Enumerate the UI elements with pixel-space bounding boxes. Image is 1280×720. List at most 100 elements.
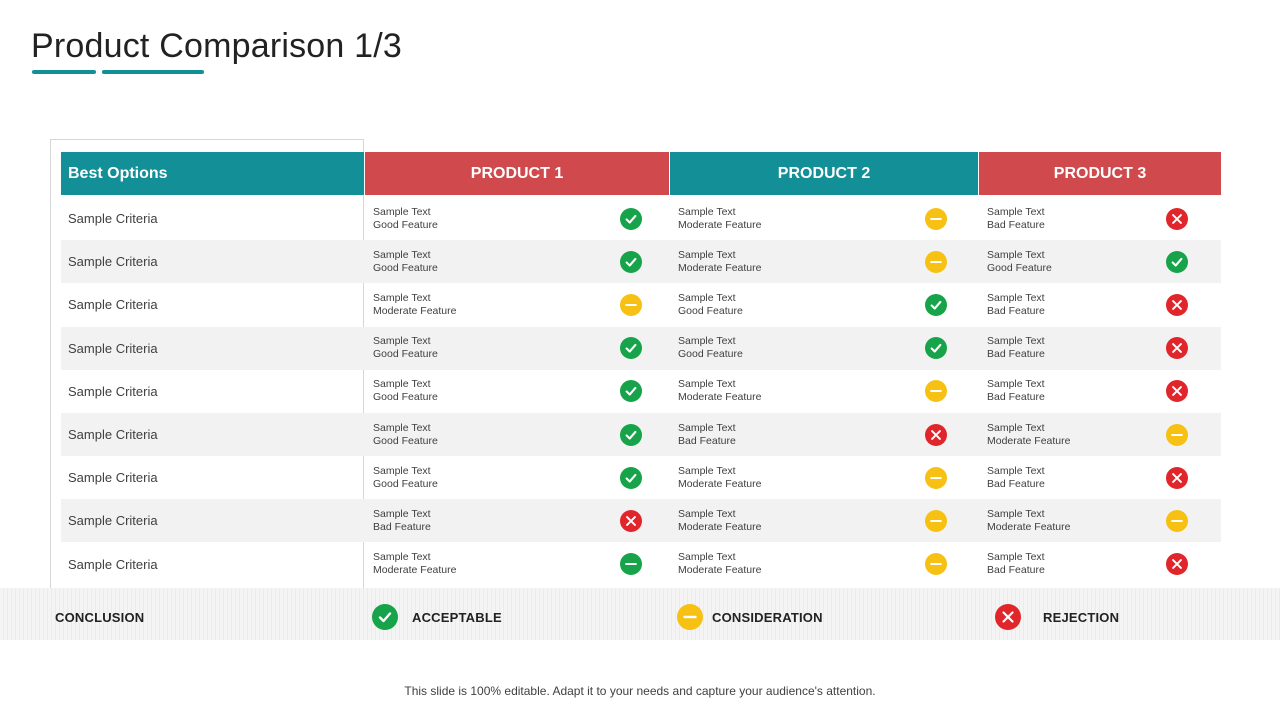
- cell-sample-text: Sample Text: [678, 421, 736, 434]
- cell-sample-text: Sample Text: [987, 507, 1045, 520]
- product-3-cell: Sample Text Bad Feature: [987, 456, 1045, 499]
- cell-sample-text: Sample Text: [373, 248, 431, 261]
- product-1-cell: Sample Text Bad Feature: [373, 499, 431, 542]
- product-1-cell: Sample Text Moderate Feature: [373, 283, 456, 326]
- consideration-label: CONSIDERATION: [712, 610, 823, 625]
- table-row: Sample Criteria Sample Text Good Feature Sa…: [61, 240, 1221, 284]
- cell-feature-text: Bad Feature: [987, 477, 1045, 490]
- check-circle-icon: [620, 337, 642, 360]
- cell-sample-text: Sample Text: [678, 248, 736, 261]
- product-1-cell: Sample Text Moderate Feature: [373, 543, 456, 586]
- cell-sample-text: Sample Text: [678, 335, 736, 348]
- product-2-cell: Sample Text Moderate Feature: [678, 499, 761, 542]
- check-circle-icon: [1166, 250, 1188, 273]
- cell-feature-text: Moderate Feature: [678, 477, 762, 490]
- product-2-cell: Sample Text Bad Feature: [678, 413, 736, 456]
- cell-feature-text: Good Feature: [678, 304, 743, 317]
- cell-feature-text: Good Feature: [678, 348, 743, 361]
- product-3-cell: Sample Text Bad Feature: [987, 370, 1045, 413]
- product-2-cell: Sample Text Moderate Feature: [678, 543, 761, 586]
- conclusion-label: CONCLUSION: [55, 610, 145, 625]
- x-circle-icon: [1166, 380, 1188, 403]
- table-row: Sample Criteria Sample Text Bad Feature Sam…: [61, 499, 1221, 543]
- table-row: Sample Criteria Sample Text Good Feature Sa…: [61, 197, 1221, 240]
- cell-sample-text: Sample Text: [373, 205, 431, 218]
- minus-circle-icon: [925, 553, 947, 576]
- cell-sample-text: Sample Text: [373, 421, 431, 434]
- product-3-cell: Sample Text Bad Feature: [987, 327, 1045, 370]
- cell-feature-text: Bad Feature: [373, 520, 431, 533]
- cell-sample-text: Sample Text: [987, 291, 1045, 304]
- table-row: Sample Criteria Sample Text Good Feature Sa…: [61, 413, 1221, 456]
- cell-sample-text: Sample Text: [678, 205, 736, 218]
- product-2-cell: Sample Text Moderate Feature: [678, 197, 761, 240]
- cell-sample-text: Sample Text: [987, 551, 1045, 564]
- cell-feature-text: Bad Feature: [678, 434, 736, 447]
- product-3-cell: Sample Text Moderate Feature: [987, 413, 1070, 456]
- cell-feature-text: Moderate Feature: [678, 218, 762, 231]
- product-1-cell: Sample Text Good Feature: [373, 370, 438, 413]
- criteria-label: Sample Criteria: [68, 513, 158, 529]
- criteria-label: Sample Criteria: [68, 297, 158, 313]
- x-circle-icon: [995, 604, 1021, 630]
- table-row: Sample Criteria Sample Text Good Feature Sa…: [61, 370, 1221, 413]
- cell-sample-text: Sample Text: [678, 378, 736, 391]
- check-circle-icon: [620, 466, 642, 489]
- cell-sample-text: Sample Text: [987, 205, 1045, 218]
- cell-feature-text: Moderate Feature: [678, 564, 762, 577]
- cell-feature-text: Bad Feature: [987, 564, 1045, 577]
- criteria-label: Sample Criteria: [68, 470, 158, 486]
- check-circle-icon: [620, 423, 642, 446]
- check-circle-icon: [620, 250, 642, 273]
- cell-feature-text: Moderate Feature: [678, 520, 762, 533]
- cell-feature-text: Moderate Feature: [678, 391, 762, 404]
- product-1-cell: Sample Text Good Feature: [373, 327, 438, 370]
- check-circle-icon: [620, 207, 642, 230]
- check-circle-icon: [925, 293, 947, 316]
- cell-feature-text: Bad Feature: [987, 304, 1045, 317]
- product-3-cell: Sample Text Bad Feature: [987, 283, 1045, 326]
- cell-sample-text: Sample Text: [678, 551, 736, 564]
- cell-sample-text: Sample Text: [373, 335, 431, 348]
- criteria-label: Sample Criteria: [68, 427, 158, 442]
- slide-title: Product Comparison 1/3: [31, 27, 403, 65]
- criteria-label: Sample Criteria: [68, 556, 158, 572]
- title-underline-short: [32, 70, 96, 74]
- header-product-3: PRODUCT 3: [979, 152, 1221, 195]
- minus-circle-icon: [925, 509, 947, 532]
- title-underline-long: [102, 70, 204, 74]
- product-3-cell: Sample Text Bad Feature: [987, 197, 1045, 240]
- cell-sample-text: Sample Text: [678, 291, 736, 304]
- x-circle-icon: [1166, 466, 1188, 489]
- minus-circle-icon: [925, 207, 947, 230]
- x-circle-icon: [1166, 293, 1188, 316]
- criteria-label: Sample Criteria: [68, 340, 158, 356]
- cell-sample-text: Sample Text: [373, 551, 431, 564]
- header-best-options: Best Options: [61, 152, 364, 195]
- cell-sample-text: Sample Text: [987, 464, 1045, 477]
- cell-feature-text: Good Feature: [373, 348, 438, 361]
- minus-circle-icon: [1166, 423, 1188, 446]
- product-2-cell: Sample Text Good Feature: [678, 327, 743, 370]
- cell-feature-text: Bad Feature: [987, 348, 1045, 361]
- rejection-label: REJECTION: [1043, 610, 1120, 625]
- product-1-cell: Sample Text Good Feature: [373, 413, 438, 456]
- cell-feature-text: Bad Feature: [987, 218, 1045, 231]
- x-circle-icon: [620, 509, 642, 532]
- criteria-label: Sample Criteria: [68, 383, 158, 399]
- table-row: Sample Criteria Sample Text Moderate Featu…: [61, 543, 1221, 586]
- product-2-cell: Sample Text Moderate Feature: [678, 456, 761, 499]
- cell-feature-text: Good Feature: [373, 477, 438, 490]
- check-circle-icon: [620, 380, 642, 403]
- product-1-cell: Sample Text Good Feature: [373, 240, 438, 283]
- check-circle-icon: [925, 337, 947, 360]
- cell-feature-text: Good Feature: [373, 261, 438, 274]
- cell-feature-text: Moderate Feature: [373, 304, 457, 317]
- cell-feature-text: Moderate Feature: [987, 520, 1071, 533]
- product-3-cell: Sample Text Bad Feature: [987, 543, 1045, 586]
- minus-circle-icon: [677, 604, 703, 630]
- cell-feature-text: Moderate Feature: [678, 261, 762, 274]
- product-1-cell: Sample Text Good Feature: [373, 197, 438, 240]
- minus-circle-icon: [620, 293, 642, 316]
- cell-sample-text: Sample Text: [987, 335, 1045, 348]
